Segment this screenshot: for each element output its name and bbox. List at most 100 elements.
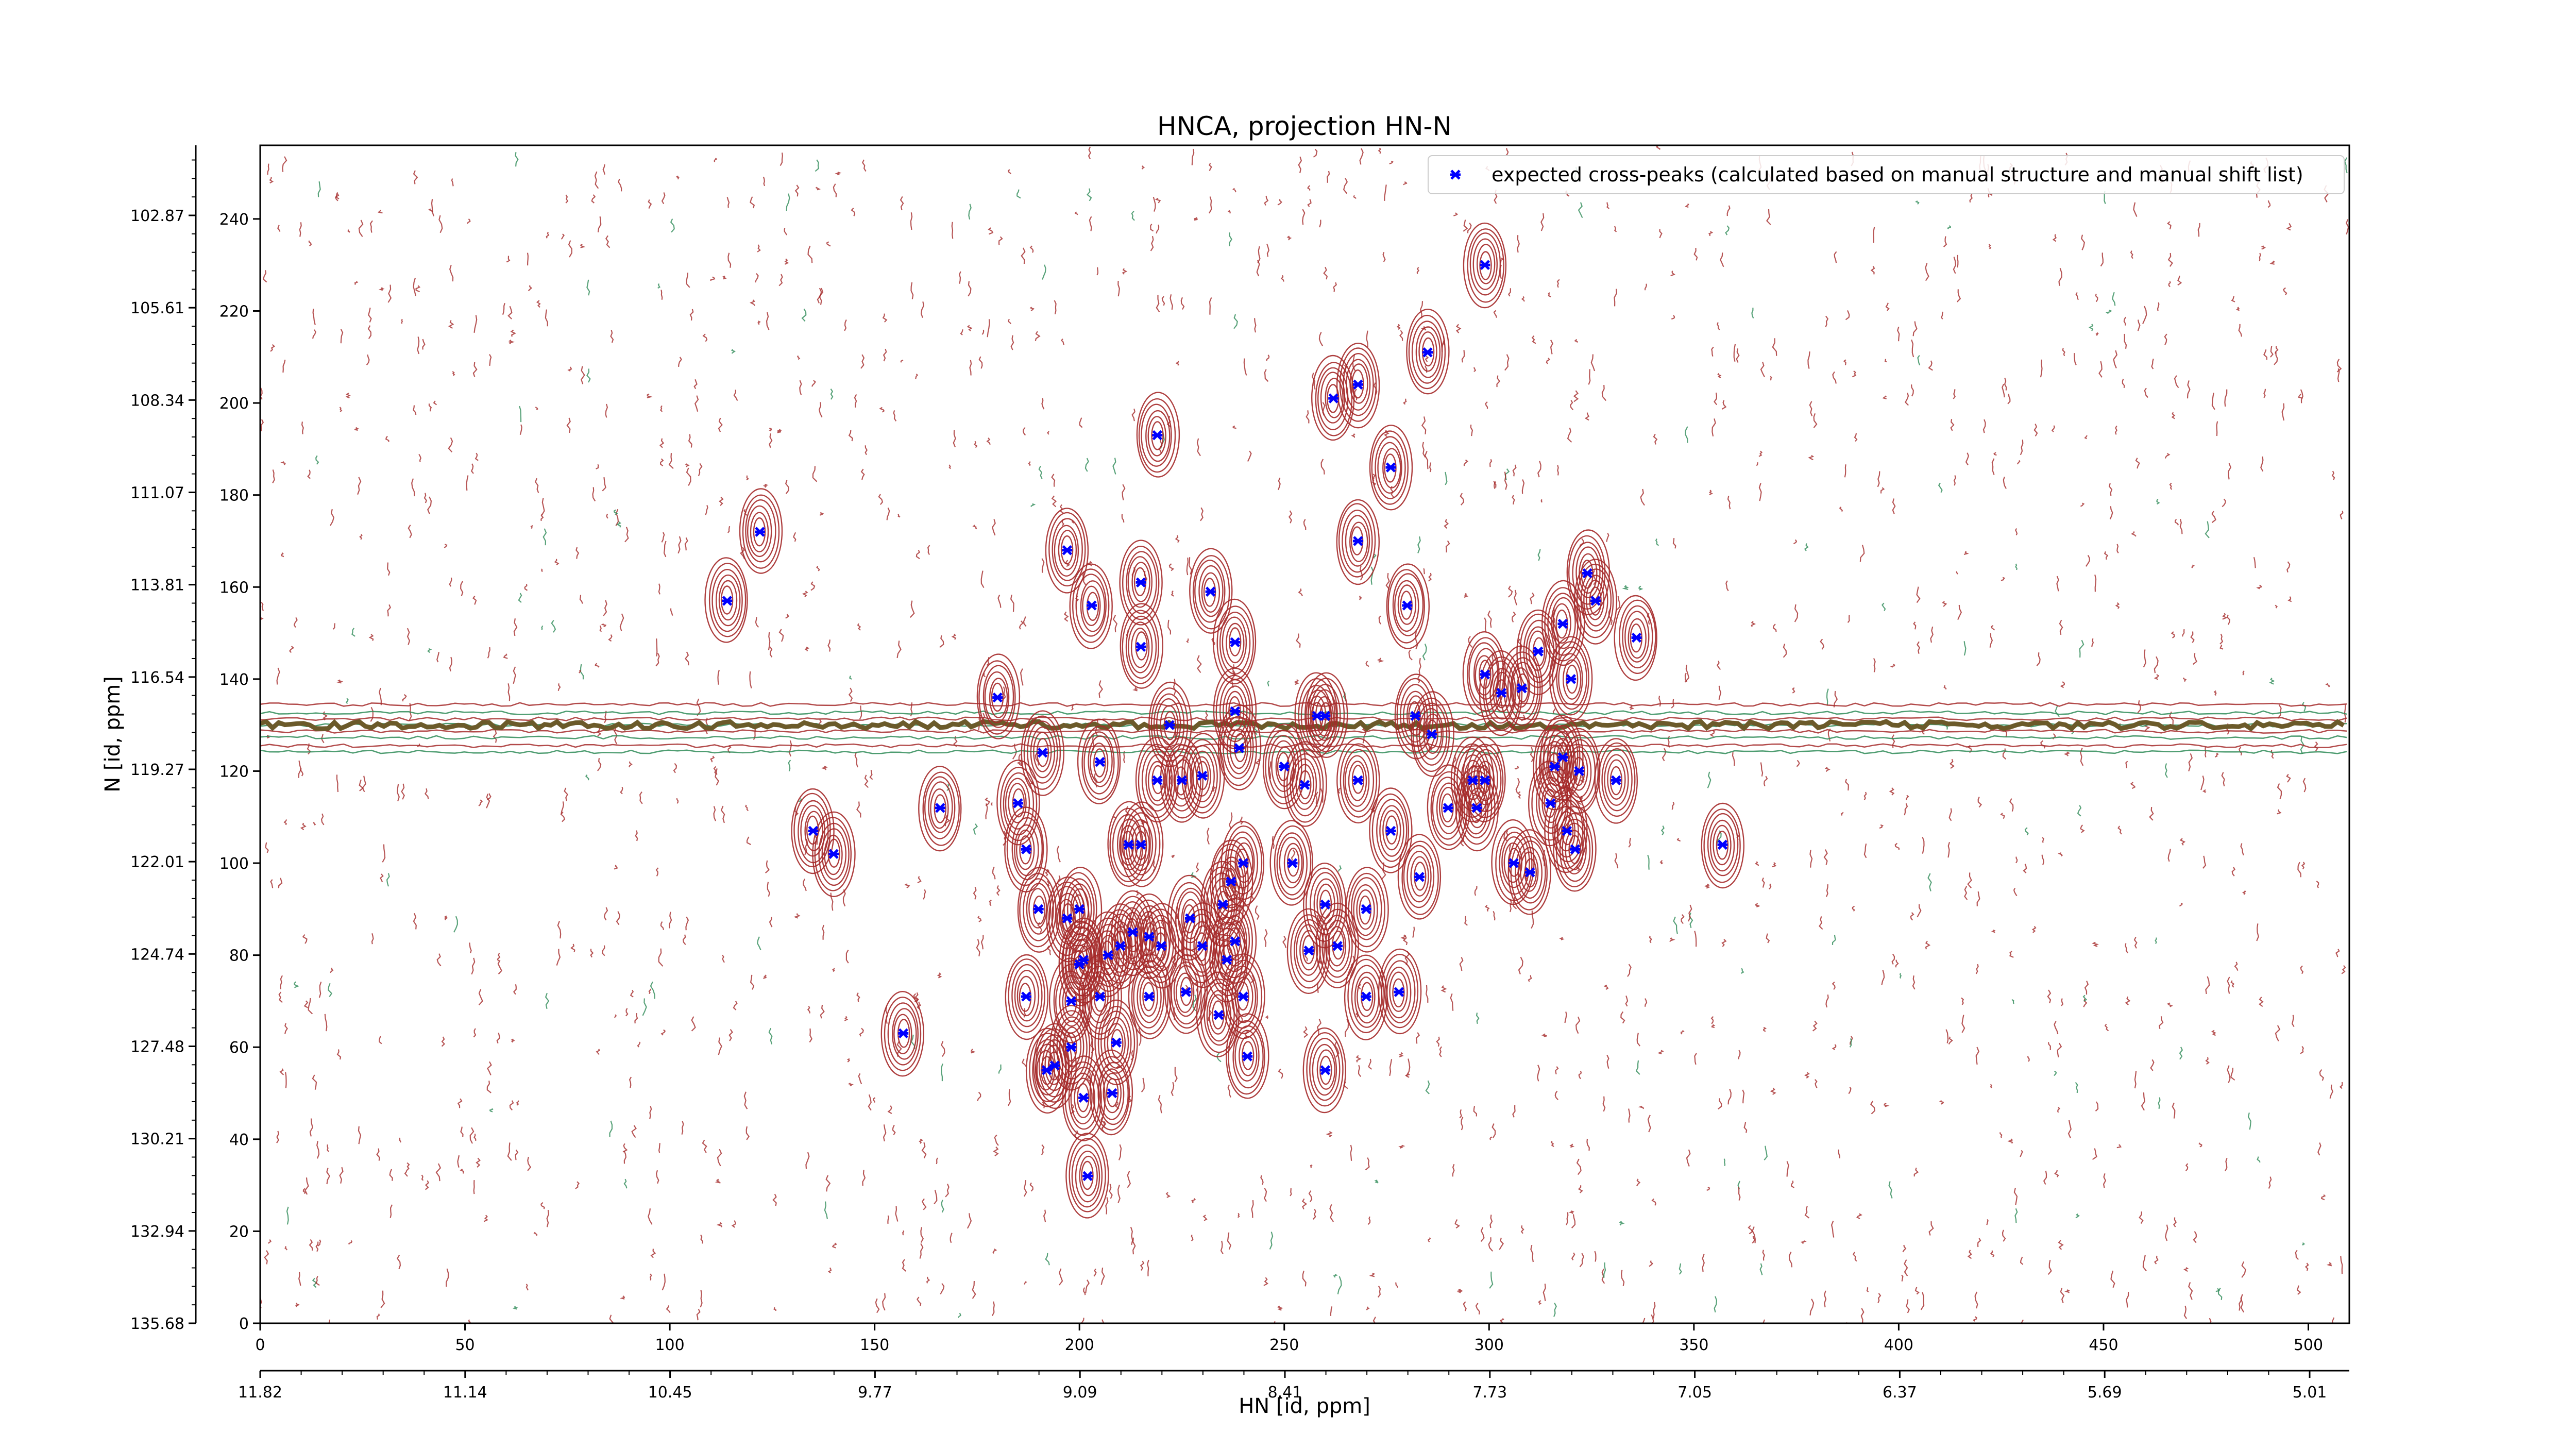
noise-contour — [2142, 1255, 2147, 1272]
noise-contour — [649, 1273, 652, 1280]
noise-contour — [1725, 580, 1729, 592]
noise-contour — [1521, 479, 1525, 494]
noise-contour — [650, 981, 655, 999]
noise-contour — [2316, 881, 2319, 888]
noise-contour — [1548, 292, 1551, 297]
expected-peak-marker — [1205, 586, 1216, 597]
peak-contour — [984, 671, 1010, 723]
noise-contour — [639, 791, 643, 804]
noise-contour — [1557, 465, 1559, 476]
peak-contour — [1015, 829, 1035, 870]
noise-contour — [1418, 658, 1421, 675]
noise-contour — [536, 300, 541, 308]
peak-contour — [1093, 983, 1107, 1012]
noise-contour — [2002, 748, 2007, 760]
peak-contour — [1315, 902, 1359, 989]
noise-contour — [2211, 511, 2216, 523]
peak-contour — [1163, 711, 1177, 740]
noise-contour — [2188, 753, 2193, 772]
noise-contour — [972, 1280, 976, 1299]
peak-contour — [1153, 693, 1185, 756]
noise-contour — [1186, 638, 1189, 643]
noise-contour — [1028, 461, 1031, 466]
peak-contour — [1406, 695, 1426, 736]
peak-contour — [1262, 723, 1307, 810]
noise-contour — [1337, 1276, 1342, 1294]
noise-contour — [1833, 690, 1838, 707]
noise-contour — [605, 403, 608, 418]
noise-contour — [460, 1168, 465, 1174]
expected-peak-marker — [1570, 844, 1581, 854]
noise-contour — [1625, 995, 1629, 1007]
noise-contour — [1499, 1237, 1504, 1250]
noise-contour — [1093, 1268, 1097, 1277]
noise-contour — [939, 635, 944, 648]
noise-contour — [2103, 1173, 2107, 1188]
noise-contour — [1122, 268, 1128, 275]
noise-contour — [1578, 1071, 1582, 1080]
noise-contour — [2336, 359, 2342, 373]
noise-contour — [282, 156, 287, 172]
noise-contour — [570, 943, 575, 952]
noise-contour — [1216, 1052, 1222, 1063]
peak-contour — [1142, 908, 1180, 983]
noise-contour — [1369, 1272, 1376, 1277]
noise-contour — [435, 1163, 442, 1182]
noise-contour — [856, 992, 860, 1002]
expected-peak-marker — [1303, 945, 1314, 956]
noise-contour — [1063, 611, 1069, 622]
noise-contour — [668, 453, 674, 469]
noise-contour — [1112, 615, 1118, 633]
noise-contour — [807, 1005, 811, 1014]
noise-contour — [1372, 474, 1376, 480]
noise-contour — [1882, 395, 1887, 399]
peak-contour — [1701, 802, 1745, 889]
peak-contour — [1131, 562, 1150, 602]
peak-contour — [1227, 831, 1259, 895]
noise-contour — [980, 570, 985, 588]
noise-contour — [2325, 683, 2331, 687]
noise-contour — [568, 240, 572, 258]
noise-contour — [502, 302, 505, 315]
noise-contour — [1538, 766, 1542, 785]
noise-contour — [1993, 452, 1997, 456]
noise-contour — [1710, 1016, 1714, 1024]
noise-contour — [953, 430, 956, 448]
noise-contour — [1168, 563, 1175, 571]
noise-contour — [766, 312, 770, 330]
noise-contour — [997, 595, 1002, 608]
noise-contour — [1531, 335, 1536, 344]
peak-contour — [1276, 832, 1308, 896]
noise-contour — [796, 355, 801, 360]
noise-contour — [327, 1144, 329, 1152]
noise-contour — [844, 319, 847, 331]
noise-contour — [2205, 976, 2210, 995]
noise-contour — [710, 276, 716, 281]
expected-peak-marker — [1361, 904, 1371, 915]
noise-contour — [1709, 729, 1715, 737]
noise-contour — [476, 1157, 481, 1168]
noise-contour — [597, 216, 602, 232]
noise-contour — [2169, 482, 2173, 490]
noise-contour — [1041, 1144, 1045, 1155]
noise-contour — [2227, 1065, 2231, 1083]
expected-peak-marker — [1557, 618, 1568, 629]
peak-contour — [1411, 691, 1454, 777]
peak-contour — [1286, 908, 1331, 995]
noise-contour — [1904, 803, 1908, 816]
peak-contour — [1572, 542, 1603, 605]
peak-contour — [1547, 593, 1579, 656]
noise-contour — [660, 405, 663, 412]
noise-contour — [567, 366, 572, 372]
noise-contour — [887, 1215, 890, 1224]
noise-contour — [1317, 982, 1319, 993]
noise-contour — [508, 340, 515, 345]
peak-contour — [1555, 813, 1594, 888]
noise-contour — [1196, 862, 1199, 873]
peak-contour — [1343, 353, 1374, 416]
noise-contour — [661, 532, 665, 543]
peak-contour — [1356, 889, 1375, 930]
noise-contour — [2123, 316, 2127, 326]
noise-contour — [431, 199, 434, 216]
noise-contour — [1555, 1066, 1559, 1074]
